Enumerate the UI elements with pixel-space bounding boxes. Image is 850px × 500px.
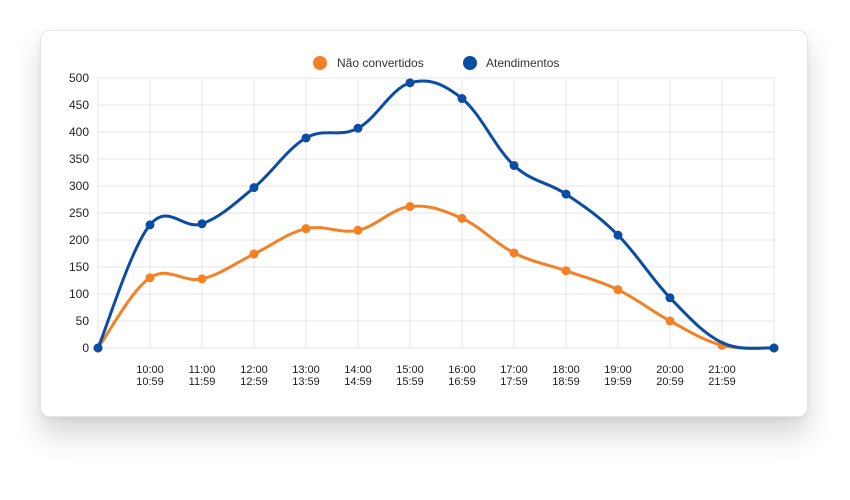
data-point[interactable] xyxy=(405,202,415,212)
x-tick-label-start: 19:00 xyxy=(604,364,632,376)
data-point[interactable] xyxy=(665,316,675,326)
grid xyxy=(97,77,775,349)
data-point[interactable] xyxy=(561,189,571,199)
data-point[interactable] xyxy=(665,293,675,303)
x-tick-label-start: 16:00 xyxy=(448,364,476,376)
data-point[interactable] xyxy=(145,273,155,283)
x-tick-label-start: 10:00 xyxy=(136,364,164,376)
data-point[interactable] xyxy=(613,230,623,240)
y-axis-ticks: 0 50 100 150 200 250 300 350 400 450 500 xyxy=(69,71,89,355)
x-tick-label-start: 12:00 xyxy=(240,364,268,376)
data-point[interactable] xyxy=(249,183,259,193)
legend-swatch xyxy=(463,56,477,70)
data-point[interactable] xyxy=(405,78,415,88)
data-point[interactable] xyxy=(301,133,311,143)
x-tick-label-end: 14:59 xyxy=(344,376,372,388)
x-tick-label-start: 11:00 xyxy=(189,364,216,376)
x-tick-label-start: 13:00 xyxy=(292,364,320,376)
y-tick-label: 500 xyxy=(69,71,89,85)
data-point[interactable] xyxy=(561,266,571,276)
data-point[interactable] xyxy=(93,343,103,353)
x-tick-label-end: 20:59 xyxy=(656,376,684,388)
y-tick-label: 400 xyxy=(69,125,89,139)
series xyxy=(93,78,779,353)
legend-item[interactable]: Atendimentos xyxy=(463,56,559,70)
y-tick-label: 50 xyxy=(76,314,90,328)
x-tick-label-end: 21:59 xyxy=(708,376,736,388)
series-line xyxy=(96,79,776,350)
x-tick-label-end: 19:59 xyxy=(604,376,632,388)
y-tick-label: 300 xyxy=(69,179,89,193)
x-tick-label-start: 17:00 xyxy=(500,364,528,376)
x-tick-label-end: 15:59 xyxy=(396,376,424,388)
data-point[interactable] xyxy=(353,225,363,235)
data-point[interactable] xyxy=(457,94,467,104)
data-point[interactable] xyxy=(145,220,155,230)
data-point[interactable] xyxy=(769,343,779,353)
x-tick-label-end: 17:59 xyxy=(500,376,528,388)
x-tick-label-end: 18:59 xyxy=(552,376,580,388)
series-atendimentos xyxy=(93,78,779,353)
y-tick-label: 350 xyxy=(69,152,89,166)
data-point[interactable] xyxy=(613,285,623,295)
y-tick-label: 200 xyxy=(69,233,89,247)
x-tick-label-end: 16:59 xyxy=(448,376,476,388)
chart-card xyxy=(40,30,808,417)
legend[interactable]: Não convertidos Atendimentos xyxy=(313,56,559,70)
legend-label: Atendimentos xyxy=(486,56,559,70)
data-point[interactable] xyxy=(197,274,207,284)
data-point[interactable] xyxy=(457,213,467,223)
y-tick-label: 450 xyxy=(69,98,89,112)
x-tick-label-start: 14:00 xyxy=(344,364,372,376)
legend-label: Não convertidos xyxy=(337,56,424,70)
data-point[interactable] xyxy=(509,248,519,258)
data-point[interactable] xyxy=(353,123,363,133)
x-tick-label-end: 11:59 xyxy=(189,376,216,388)
x-tick-label-end: 13:59 xyxy=(292,376,320,388)
y-tick-label: 0 xyxy=(82,341,89,355)
data-point[interactable] xyxy=(509,160,519,170)
legend-swatch xyxy=(313,56,327,70)
legend-item[interactable]: Não convertidos xyxy=(313,56,424,70)
y-tick-label: 250 xyxy=(69,206,89,220)
y-tick-label: 150 xyxy=(69,260,89,274)
y-tick-label: 100 xyxy=(69,287,89,301)
data-point[interactable] xyxy=(301,224,311,234)
data-point[interactable] xyxy=(197,219,207,229)
x-tick-label-end: 10:59 xyxy=(136,376,164,388)
x-tick-label-start: 20:00 xyxy=(656,364,684,376)
data-point[interactable] xyxy=(249,249,259,259)
x-tick-label-start: 18:00 xyxy=(552,364,580,376)
x-tick-label-start: 21:00 xyxy=(708,364,736,376)
x-tick-label-start: 15:00 xyxy=(396,364,424,376)
x-tick-label-end: 12:59 xyxy=(240,376,268,388)
